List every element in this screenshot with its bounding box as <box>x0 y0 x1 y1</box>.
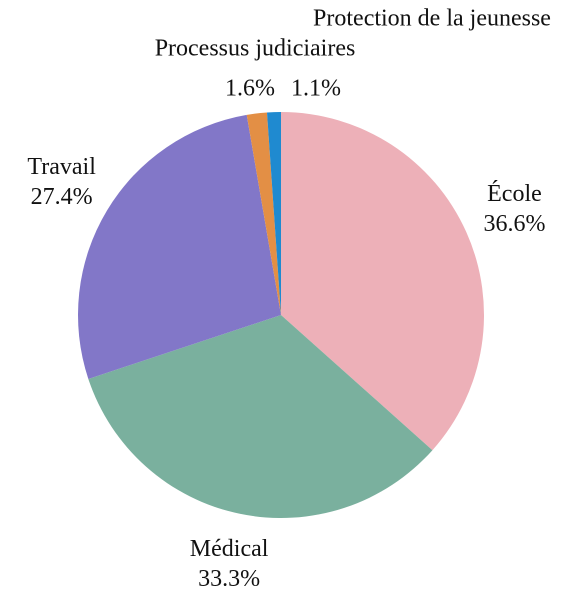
slice-label: École <box>487 181 542 207</box>
slice-label: Processus judiciaires <box>155 36 356 62</box>
slice-value-label: 33.3% <box>198 566 260 592</box>
slice-label: Protection de la jeunesse <box>313 6 551 32</box>
pie-slice <box>77 114 281 379</box>
slice-label: Travail <box>27 154 96 180</box>
slice-value-label: 1.1% <box>291 76 341 102</box>
pie-slice <box>88 315 433 519</box>
slice-value-label: 27.4% <box>31 184 93 210</box>
slice-label: Médical <box>190 536 269 562</box>
slice-value-label: 1.6% <box>225 76 275 102</box>
pie-slice <box>281 112 484 451</box>
pie-slice <box>246 112 281 315</box>
slice-value-label: 36.6% <box>483 211 545 237</box>
pie-slice <box>266 112 281 315</box>
